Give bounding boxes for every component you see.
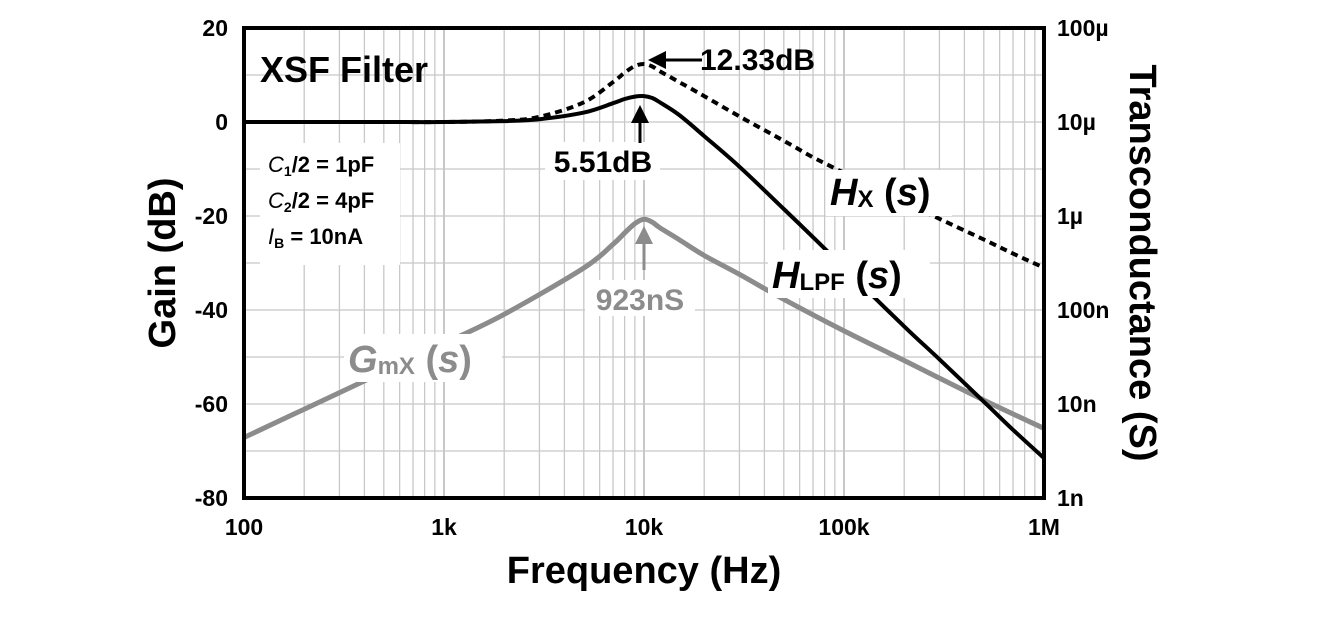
y-tick-label: -60 (195, 391, 228, 417)
y-tick-label: -20 (195, 203, 228, 229)
params-list: C1/2 = 1pF C2/2 = 4pF IB = 10nA (268, 152, 374, 251)
y-tick-labels: 20 0 -20 -40 -60 -80 (195, 15, 228, 511)
x-tick-label: 1M (1028, 514, 1060, 540)
y2-tick-label: 100n (1057, 297, 1109, 323)
x-tick-label: 100 (225, 514, 263, 540)
plot-frame (242, 26, 1046, 500)
param-0: C1/2 = 1pF (268, 152, 374, 179)
legend-hlpf: HLPF (s) (768, 250, 930, 298)
y2-axis-title: Transconductance (S) (1121, 65, 1163, 462)
params-box (260, 143, 400, 265)
x-tick-labels: 100 1k 10k 100k 1M (225, 514, 1060, 540)
y2-tick-label: 100µ (1057, 15, 1109, 41)
gmx-peak-annotation: 923nS (585, 226, 695, 317)
y-tick-label: 20 (202, 15, 228, 41)
y-axis-title: Gain (dB) (142, 178, 184, 349)
x-tick-label: 1k (431, 514, 457, 540)
y2-tick-label: 10n (1057, 391, 1097, 417)
gmx-peak-label: 923nS (596, 284, 684, 317)
hx-peak-annotation: 12.33dB (648, 44, 815, 77)
x-axis-title: Frequency (Hz) (507, 550, 781, 592)
y2-tick-label: 10µ (1057, 109, 1096, 135)
legend-gmx: GmX (s) (344, 334, 502, 382)
hx-peak-label: 12.33dB (700, 44, 815, 77)
x-tick-label: 10k (625, 514, 664, 540)
legend-hlpf-label: HLPF (s) (772, 255, 902, 297)
x-tick-label: 100k (818, 514, 869, 540)
chart-title: XSF Filter (260, 49, 428, 90)
legend-hx-label: HX (s) (830, 172, 930, 214)
hlpf-peak-label: 5.51dB (554, 146, 652, 179)
y2-tick-label: 1n (1057, 485, 1084, 511)
legend-gmx-label: GmX (s) (348, 339, 472, 381)
y-tick-label: -80 (195, 485, 228, 511)
hlpf-peak-annotation: 5.51dB (545, 105, 660, 180)
param-1: C2/2 = 4pF (268, 188, 374, 215)
y2-tick-labels: 100µ 10µ 1µ 100n 10n 1n (1057, 15, 1109, 511)
y2-tick-label: 1µ (1057, 203, 1083, 229)
param-2: IB = 10nA (268, 224, 363, 251)
y-tick-label: 0 (215, 109, 228, 135)
y-tick-label: -40 (195, 297, 228, 323)
legend-hx: HX (s) (826, 170, 952, 216)
